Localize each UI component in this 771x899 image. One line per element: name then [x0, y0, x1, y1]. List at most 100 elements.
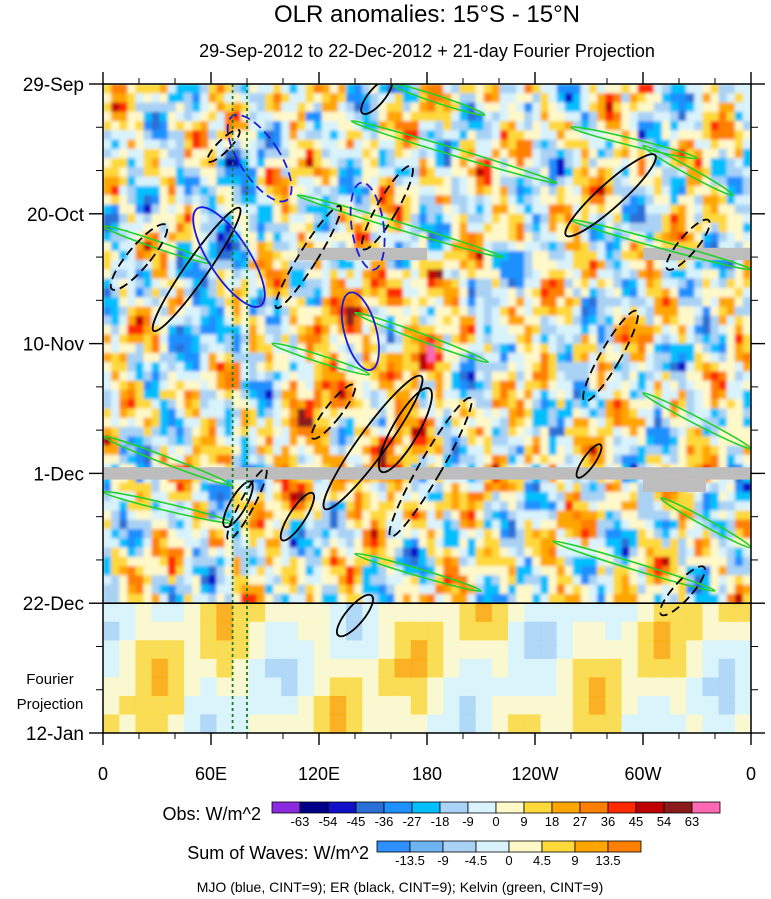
x-tick-label-1: 60E: [195, 764, 227, 784]
obs-colorbar-label-3: -36: [375, 814, 394, 829]
er-contour-negative-0: [109, 223, 169, 291]
waves-colorbar-swatch-4: [508, 840, 543, 853]
y-tick-label-1: 20-Oct: [27, 205, 85, 226]
obs-colorbar-label-1: -54: [319, 814, 338, 829]
er-contour-negative-1: [274, 205, 342, 310]
er-contour-positive-4: [222, 480, 254, 529]
y-tick-label-2: 10-Nov: [23, 335, 85, 356]
er-contour-positive-1: [322, 374, 424, 511]
axes: 0 60E 120E 180 120W 60W 0 29-Sep 20-Oct 10-Nov 1-D…: [23, 72, 765, 784]
obs-colorbar-swatch-14: [663, 801, 693, 814]
obs-colorbar-label-6: -9: [462, 814, 474, 829]
kelvin-contour-12: [642, 144, 734, 197]
er-contour-positive-0: [151, 206, 242, 333]
wave-contours: [103, 84, 751, 638]
chart-subtitle: 29-Sep-2012 to 22-Dec-2012 + 21-day Four…: [199, 41, 655, 61]
waves-colorbar-swatch-1: [409, 840, 444, 853]
obs-colorbar-label-12: 45: [629, 814, 643, 829]
obs-colorbar-label-0: -63: [291, 814, 310, 829]
waves-colorbar-swatch-3: [475, 840, 510, 853]
er-contour-negative-3: [388, 396, 473, 538]
waves-colorbar-label-3: 0: [505, 853, 512, 868]
missing-band-3: [643, 479, 706, 492]
mjo-contour-positive-1: [340, 291, 380, 371]
obs-colorbar-label-9: 18: [545, 814, 559, 829]
waves-colorbar: Sum of Waves: W/m^2 -13.5 -9 -4.5 0 4.5 9 13.5: [187, 840, 642, 868]
obs-colorbar-label-13: 54: [657, 814, 671, 829]
y-tick-label-0: 29-Sep: [23, 75, 84, 96]
obs-colorbar-label-4: -27: [403, 814, 422, 829]
obs-colorbar-swatch-13: [635, 801, 665, 814]
obs-colorbar-label-8: 9: [520, 814, 527, 829]
legend-footnote: MJO (blue, CINT=9); ER (black, CINT=9); …: [197, 879, 604, 895]
waves-colorbar-label-4: 4.5: [533, 853, 551, 868]
obs-colorbar-swatch-6: [439, 801, 469, 814]
kelvin-contour-1: [296, 194, 504, 259]
obs-colorbar-swatch-1: [299, 801, 329, 814]
waves-colorbar-swatch-0: [376, 840, 411, 853]
plot-area: [103, 84, 751, 733]
x-tick-label-6: 0: [746, 764, 756, 784]
obs-colorbar-swatch-9: [523, 801, 553, 814]
obs-colorbar-swatch-4: [383, 801, 413, 814]
fourier-label-line1: Fourier: [26, 671, 74, 688]
er-contour-positive-2: [377, 387, 433, 474]
waves-colorbar-label-1: -9: [437, 853, 449, 868]
waves-colorbar-swatch-2: [442, 840, 477, 853]
reference-longitude-lines: [231, 84, 248, 733]
mjo-contour-negative-1: [349, 181, 386, 271]
obs-colorbar-swatch-11: [579, 801, 609, 814]
obs-colorbar-swatch-12: [607, 801, 637, 814]
fourier-projection-field: [103, 603, 751, 733]
fourier-label-line2: Projection: [17, 696, 84, 713]
waves-colorbar-swatch-5: [541, 840, 576, 853]
kelvin-contour-8: [354, 552, 482, 592]
er-contour-negative-6: [659, 565, 706, 617]
obs-colorbar-swatch-0: [271, 801, 301, 814]
waves-colorbar-swatch-6: [574, 840, 609, 853]
obs-colorbar-label-5: -18: [431, 814, 450, 829]
y-tick-label-5: 12-Jan: [26, 724, 84, 745]
obs-colorbar-title: Obs: W/m^2: [163, 804, 261, 824]
obs-colorbar-swatch-5: [411, 801, 441, 814]
waves-colorbar-swatch-7: [607, 840, 642, 853]
er-contour-positive-3: [564, 153, 657, 238]
obs-colorbar-label-7: 0: [492, 814, 499, 829]
missing-band-0: [297, 247, 427, 261]
obs-colorbar: Obs: W/m^2 -63 -54 -45 -36 -27 -18 -9 0 9 18 27 36 4…: [163, 801, 721, 829]
y-tick-label-4: 22-Dec: [23, 594, 84, 615]
obs-colorbar-swatch-2: [327, 801, 357, 814]
er-contour-positive-8: [575, 443, 603, 479]
er-contour-negative-4: [582, 309, 639, 403]
chart-title: OLR anomalies: 15°S - 15°N: [274, 1, 580, 28]
er-contour-negative-8: [206, 128, 241, 163]
kelvin-contour-7: [271, 342, 371, 376]
waves-colorbar-title: Sum of Waves: W/m^2: [187, 843, 369, 863]
obs-colorbar-swatch-10: [551, 801, 581, 814]
waves-colorbar-label-6: 13.5: [595, 853, 620, 868]
er-contour-positive-6: [336, 593, 374, 638]
waves-colorbar-label-2: -4.5: [465, 853, 487, 868]
er-contour-positive-7: [360, 84, 393, 115]
obs-colorbar-label-14: 63: [685, 814, 699, 829]
x-tick-label-2: 120E: [298, 764, 340, 784]
obs-colorbar-label-10: 27: [573, 814, 587, 829]
x-tick-label-3: 180: [412, 764, 442, 784]
obs-colorbar-swatch-7: [467, 801, 497, 814]
kelvin-contour-11: [570, 126, 698, 160]
kelvin-contour-9: [552, 540, 716, 592]
waves-colorbar-label-5: 9: [571, 853, 578, 868]
y-tick-label-3: 1-Dec: [33, 464, 84, 485]
er-contour-negative-5: [665, 218, 711, 271]
x-tick-label-0: 0: [98, 764, 108, 784]
obs-colorbar-swatch-3: [355, 801, 385, 814]
kelvin-contour-3: [354, 311, 490, 364]
obs-colorbar-swatch-15: [691, 801, 721, 814]
er-contour-negative-9: [310, 383, 357, 440]
x-tick-label-4: 120W: [511, 764, 558, 784]
kelvin-contour-2: [350, 120, 558, 184]
er-contour-positive-5: [279, 491, 315, 542]
er-contour-negative-7: [226, 467, 268, 541]
mjo-contour-positive-0: [192, 206, 266, 308]
